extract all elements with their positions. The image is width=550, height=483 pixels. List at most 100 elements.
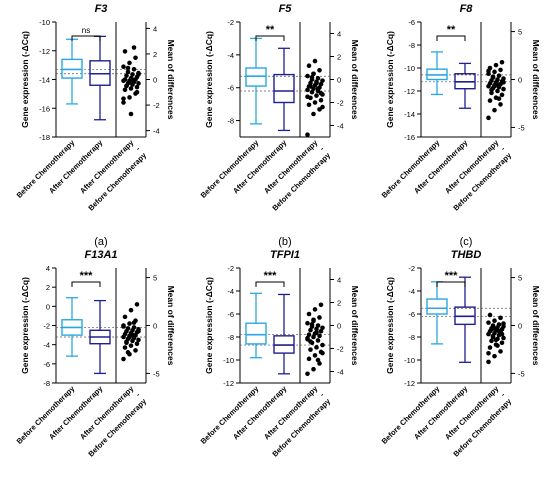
difference-point (318, 91, 324, 96)
difference-point (498, 67, 503, 73)
significance-label: *** (80, 270, 94, 282)
left-tick-label: -14 (404, 110, 415, 119)
left-tick-label: -10 (404, 356, 415, 365)
panel-title: F3 (95, 3, 108, 15)
difference-point (492, 69, 497, 75)
category-label: After Chemotherapy-Before Chemotherapy (439, 383, 514, 458)
difference-point (492, 318, 497, 324)
panel-5: TFPI1 -12 -10 -8 -6 -4 -2 -4 -2 0 2 4 Gene expressio… (199, 249, 360, 483)
significance-label: *** (264, 270, 278, 282)
y2-axis-title: Mean of differences (531, 286, 541, 366)
left-tick-label: -4 (408, 287, 415, 296)
difference-point (486, 115, 491, 121)
left-tick-label: -12 (404, 87, 415, 96)
box (245, 322, 267, 345)
category-label: After Chemotherapy (412, 383, 470, 441)
difference-point (314, 330, 319, 335)
category-label-line: After Chemotherapy (47, 383, 105, 441)
panel-3: F8 -16 -14 -12 -10 -8 -6 -5 0 5 Gene expression (-… (380, 3, 541, 248)
difference-point (487, 345, 493, 350)
left-tick-label: -6 (408, 18, 415, 27)
difference-point (121, 324, 126, 329)
right-tick-label: -5 (518, 369, 525, 378)
difference-point (133, 348, 138, 353)
difference-point (496, 96, 502, 101)
difference-point (308, 84, 313, 89)
difference-point (318, 302, 324, 308)
difference-point (320, 350, 325, 356)
difference-point (486, 359, 491, 365)
difference-point (496, 322, 502, 327)
difference-point (308, 347, 313, 352)
difference-point (315, 76, 321, 81)
y2-axis-title: Mean of differences (166, 286, 176, 366)
box (426, 298, 448, 315)
difference-point (125, 69, 131, 75)
difference-point (499, 340, 505, 346)
category-label: After Chemotherapy (412, 137, 470, 195)
right-tick-label: 4 (337, 276, 341, 285)
difference-point (124, 339, 129, 345)
difference-point (498, 349, 503, 354)
significance-label: ** (266, 24, 275, 36)
category-label: After Chemotherapy-Before Chemotherapy (439, 137, 514, 212)
category-label-line: - (499, 144, 507, 152)
difference-point (501, 335, 506, 341)
significance-label: ns (82, 26, 90, 35)
right-tick-label: -2 (153, 101, 160, 110)
left-tick-label: -18 (39, 133, 50, 142)
right-tick-label: 4 (337, 30, 341, 39)
difference-point (315, 86, 321, 91)
difference-point (317, 315, 322, 320)
difference-point (136, 72, 141, 77)
difference-point (308, 80, 313, 86)
left-tick-label: -2 (227, 264, 234, 273)
panel-title: TFPI1 (270, 249, 300, 261)
difference-point (311, 111, 316, 117)
difference-point (305, 73, 310, 79)
difference-point (134, 84, 140, 90)
category-label-line: - (499, 390, 507, 398)
panel-title: F13A1 (84, 249, 117, 261)
category-label-line: - (318, 144, 326, 152)
left-tick-label: -6 (227, 310, 234, 319)
right-tick-label: 2 (153, 50, 157, 59)
category-label-line: - (318, 390, 326, 398)
left-tick-label: -6 (408, 310, 415, 319)
difference-point (311, 334, 316, 340)
panel-title: F8 (460, 3, 474, 15)
difference-point (122, 77, 128, 82)
difference-point (136, 337, 141, 343)
category-label-line: After Chemotherapy (412, 137, 470, 195)
left-tick-label: -12 (404, 379, 415, 388)
left-tick-label: -8 (227, 333, 234, 342)
difference-point (125, 350, 131, 355)
y-axis-title: Gene expression (-ΔCq) (385, 31, 395, 128)
right-tick-label: 0 (518, 76, 522, 85)
category-label: After Chemotherapy (231, 137, 289, 195)
difference-point (122, 345, 128, 350)
left-tick-label: -12 (223, 379, 234, 388)
significance-bracket (436, 281, 466, 287)
y-axis-title: Gene expression (-ΔCq) (20, 277, 30, 374)
difference-point (305, 320, 310, 326)
difference-point (124, 73, 129, 78)
left-tick-label: -4 (43, 341, 50, 350)
y-axis-title: Gene expression (-ΔCq) (385, 277, 395, 374)
difference-point (308, 327, 313, 333)
difference-point (489, 87, 494, 93)
left-tick-label: -2 (227, 18, 234, 27)
right-tick-label: 5 (153, 274, 157, 283)
difference-point (314, 93, 319, 98)
left-tick-label: -4 (227, 287, 234, 296)
left-tick-label: -2 (408, 264, 415, 273)
difference-point (493, 62, 499, 68)
left-tick-label: -4 (227, 51, 234, 60)
left-tick-label: -8 (43, 379, 50, 388)
left-tick-label: -6 (227, 84, 234, 93)
difference-point (312, 100, 318, 105)
difference-point (499, 59, 505, 65)
difference-point (121, 64, 126, 70)
difference-point (130, 72, 135, 77)
difference-point (306, 102, 312, 108)
